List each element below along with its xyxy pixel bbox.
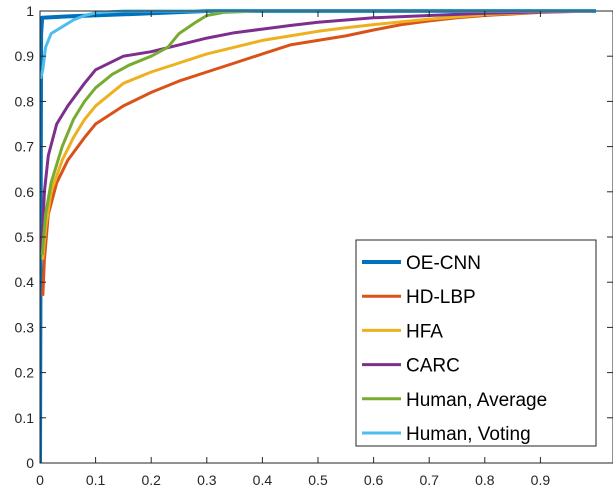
x-tick-label: 0.9 (531, 472, 551, 488)
y-tick-label: 0.1 (15, 410, 35, 426)
y-tick-label: 0.9 (15, 48, 35, 64)
series-line-5 (40, 9, 596, 256)
legend-entry-2: HD-LBP (362, 287, 476, 308)
legend-entry-4: CARC (362, 356, 460, 377)
x-tick-label: 0.5 (308, 472, 328, 488)
legend-label: Human, Voting (406, 424, 531, 445)
legend-label: HD-LBP (406, 287, 476, 308)
y-tick-label: 0.5 (15, 229, 35, 245)
legend-label: Human, Average (406, 390, 547, 411)
series-line-3 (41, 9, 597, 260)
y-tick-label: 0.2 (15, 365, 35, 381)
y-tick-label: 1 (26, 3, 34, 19)
x-tick-label: 0.3 (197, 472, 217, 488)
legend-label: CARC (406, 356, 460, 377)
x-tick-label: 0.8 (475, 472, 495, 488)
y-tick-label: 0.6 (15, 184, 35, 200)
legend-label: HFA (406, 321, 443, 342)
x-tick-label: 0.6 (364, 472, 384, 488)
x-tick-label: 0 (36, 472, 44, 488)
legend-label: OE-CNN (406, 253, 481, 274)
series-line-6 (40, 9, 596, 80)
y-tick-label: 0.8 (15, 93, 35, 109)
legend-entry-5: Human, Average (362, 390, 547, 411)
y-tick-label: 0.7 (15, 139, 35, 155)
x-tick-label: 0.7 (419, 472, 439, 488)
series-line-4 (40, 9, 597, 251)
x-tick-label: 0.4 (253, 472, 273, 488)
series-line-2 (41, 9, 597, 296)
y-tick-label: 0.4 (15, 274, 35, 290)
legend: OE-CNN HD-LBP HFA CARC Human, Average Human, … (355, 239, 597, 447)
x-tick-label: 0.2 (141, 472, 161, 488)
legend-entry-6: Human, Voting (362, 424, 531, 445)
legend-box (355, 239, 597, 447)
legend-entry-1: OE-CNN (362, 253, 481, 274)
ticks-layer: 0 0.1 0.2 0.3 0.4 0.5 0.6 0.7 0.8 0.9 0 0.1 0.2 0.3 0.… (15, 3, 613, 488)
x-tick-label: 0.1 (86, 472, 106, 488)
y-tick-label: 0 (26, 455, 34, 471)
y-tick-label: 0.3 (15, 319, 35, 335)
legend-entry-3: HFA (362, 321, 443, 342)
